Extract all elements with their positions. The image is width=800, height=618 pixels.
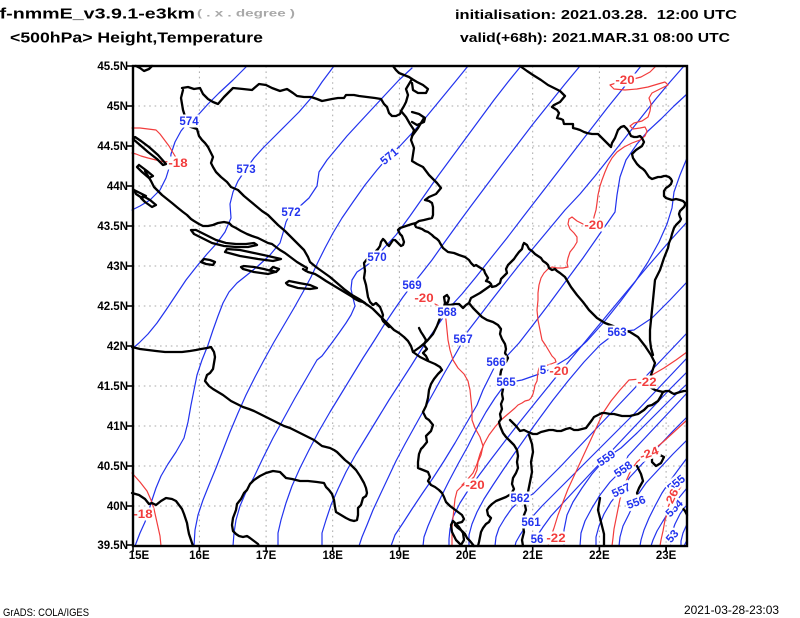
svg-text:572: 572	[281, 207, 300, 219]
svg-text:567: 567	[453, 334, 472, 346]
svg-text:43.5N: 43.5N	[97, 221, 128, 233]
svg-text:41.5N: 41.5N	[97, 381, 128, 393]
svg-text:40.5N: 40.5N	[97, 461, 128, 473]
svg-text:40N: 40N	[107, 501, 128, 513]
svg-text:-18: -18	[133, 509, 153, 521]
svg-text:-20: -20	[465, 480, 484, 492]
svg-text:43N: 43N	[107, 261, 128, 273]
svg-text:563: 563	[607, 327, 626, 339]
svg-text:561: 561	[521, 517, 541, 529]
svg-text:574: 574	[179, 116, 199, 128]
svg-text:-18: -18	[168, 158, 188, 170]
svg-text:-20: -20	[584, 220, 603, 232]
svg-text:44.5N: 44.5N	[97, 141, 128, 153]
svg-text:20E: 20E	[456, 550, 477, 562]
svg-text:valid(+68h): 2021.MAR.31 08:00: valid(+68h): 2021.MAR.31 08:00 UTC	[460, 30, 731, 45]
svg-text:19E: 19E	[389, 550, 410, 562]
svg-text:GrADS: COLA/IGES: GrADS: COLA/IGES	[3, 607, 89, 618]
svg-text:568: 568	[437, 307, 457, 319]
svg-text:16E: 16E	[189, 550, 210, 562]
svg-text:39.5N: 39.5N	[97, 540, 128, 552]
svg-text:5: 5	[540, 365, 547, 377]
svg-text:initialisation: 2021.03.28. 1: initialisation: 2021.03.28. 12:00 UTC	[455, 7, 738, 22]
svg-text:17E: 17E	[256, 550, 277, 562]
svg-text:18E: 18E	[322, 550, 343, 562]
svg-text:569: 569	[402, 280, 421, 292]
svg-text:42.5N: 42.5N	[97, 301, 128, 313]
svg-text:22E: 22E	[589, 550, 610, 562]
svg-text:( . x . degree ): ( . x . degree )	[197, 8, 295, 20]
svg-text:41N: 41N	[107, 421, 128, 433]
svg-text:56: 56	[531, 534, 544, 546]
svg-text:-20: -20	[615, 75, 634, 87]
svg-text:44N: 44N	[107, 181, 128, 193]
svg-text:-20: -20	[414, 293, 433, 305]
svg-text:rf-nmmE_v3.9.1-e3km: rf-nmmE_v3.9.1-e3km	[0, 6, 195, 23]
svg-text:565: 565	[496, 377, 516, 389]
svg-text:-22: -22	[637, 377, 656, 389]
svg-text:21E: 21E	[522, 550, 543, 562]
svg-text:2021-03-28-23:03: 2021-03-28-23:03	[684, 603, 779, 617]
svg-text:15E: 15E	[129, 550, 150, 562]
svg-text:-22: -22	[546, 533, 565, 545]
svg-text:566: 566	[486, 357, 505, 369]
svg-text:45N: 45N	[107, 101, 128, 113]
svg-text:42N: 42N	[107, 341, 128, 353]
svg-text:573: 573	[236, 164, 255, 176]
svg-text:-20: -20	[549, 366, 568, 378]
svg-text:23E: 23E	[656, 550, 677, 562]
svg-text:45.5N: 45.5N	[97, 61, 128, 73]
svg-text:562: 562	[510, 493, 529, 505]
svg-text:<500hPa> Height,Temperature: <500hPa> Height,Temperature	[10, 31, 263, 47]
svg-text:570: 570	[367, 252, 386, 264]
